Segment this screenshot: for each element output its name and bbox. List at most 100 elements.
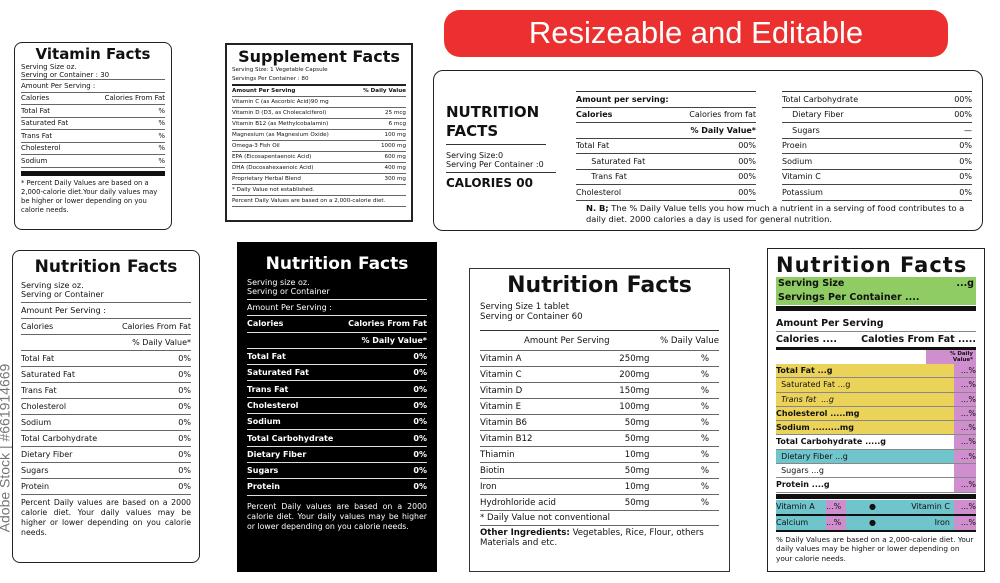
table-row: Cholesterol% (21, 143, 165, 155)
nutrient: Vitamin A (480, 353, 522, 364)
daily-value: % (700, 497, 709, 508)
table-row: Sugars ...g (776, 464, 976, 479)
daily-value: % (700, 481, 709, 492)
table-row: Saturated Fat 00% (576, 154, 756, 170)
table-row: EPA (Eicosapentaenoic Acid) 600 mg (232, 152, 406, 163)
table-row: Dietary Fiber 0% (247, 447, 427, 463)
table-row: Trans fat ...g...% (776, 392, 976, 407)
label-title: NUTRITION FACTS (446, 103, 546, 145)
row-label: Sodium (782, 156, 813, 166)
amount-row: Amount Per Serving (776, 316, 976, 332)
row-label: Saturated Fat (21, 119, 69, 128)
vitamin-name: Iron (934, 518, 950, 528)
row-value: ...% (954, 435, 976, 449)
daily-value: % (700, 385, 709, 396)
row-label: Amount per serving: (576, 94, 669, 104)
table-row: Vitamin D 150mg% (480, 383, 719, 399)
row-label: Total Carbohydrate (21, 434, 98, 443)
row-label: Potassium (782, 187, 823, 197)
table-row: Amount per serving: (576, 92, 756, 108)
row-value: 1000 mg (380, 143, 406, 149)
divider (776, 306, 976, 311)
amount: 10mg (624, 449, 650, 460)
row-value: 0% (178, 434, 191, 443)
row-value: % Daily Value* (132, 338, 191, 347)
amount: 50mg (624, 465, 650, 476)
amount-label: Amount Per Serving : (247, 303, 332, 313)
vitamin-row: Calcium...% ● Iron...% (776, 515, 976, 532)
vitamin-name: Vitamin A (776, 502, 815, 512)
row-label: Omega-3 Fish Oil (232, 143, 280, 149)
row-label: Cholesterol (247, 400, 299, 410)
table-row: Sugars — (782, 123, 972, 139)
calories: Calories .... (776, 334, 837, 345)
table-row: Total Carbohydrate 0% (247, 430, 427, 447)
table-row: Total Fat 0% (21, 351, 191, 367)
row-label: Cholesterol (21, 402, 67, 411)
table-row: Trans Fat 00% (576, 170, 756, 185)
tablet-nutrition-label: Nutrition Facts Serving Size 1 tablet Se… (469, 268, 730, 572)
row-label: Total Fat (21, 354, 55, 363)
note-text: The % Daily Value tells you how much a n… (586, 203, 965, 224)
row-label: Vitamin C (as Ascorbic Acid)90 mg (232, 99, 329, 105)
row-label: Vitamin B12 (as Methylcobalamin) (232, 121, 329, 127)
other-label: Other Ingredients: (480, 528, 570, 538)
table-row: Cholesterol 0% (247, 398, 427, 415)
label-title: Nutrition Facts (507, 273, 692, 298)
table-row: Vitamin D (D3, as Cholecalciferol) 25 mcg (232, 108, 406, 119)
table-header: Amount Per Serving % Daily Value (480, 331, 719, 351)
row-label: Trans Fat (247, 384, 289, 394)
row-label: Total Carbohydrate .....g (776, 435, 954, 449)
nutrient: Vitamin B6 (480, 417, 528, 428)
row-value: 0% (959, 172, 972, 182)
wide-nutrition-label: NUTRITION FACTS Serving Size:0 Serving P… (433, 70, 983, 231)
note-label: N. B; (586, 203, 609, 213)
table-row: Saturated Fat 0% (21, 367, 191, 383)
table-row: Vitamin E 100mg% (480, 399, 719, 415)
row-label: Dietary Fiber (782, 110, 844, 120)
amount-label: Amount Per Serving : (21, 306, 106, 315)
row-label: Vitamin D (D3, as Cholecalciferol) (232, 110, 327, 116)
row-value: 0% (413, 433, 427, 443)
table-row: Trans Fat 0% (21, 383, 191, 399)
table-row: Trans Fat% (21, 130, 165, 143)
table-row: % Daily Value* (21, 335, 191, 351)
row-value: 0% (178, 466, 191, 475)
row-label: Total Fat ...g (776, 364, 954, 378)
table-row: Total Fat% (21, 105, 165, 118)
table-row: Dietary Fiber 00% (782, 108, 972, 123)
table-row: Iron 10mg% (480, 479, 719, 495)
header-dv: % Daily Value (660, 335, 719, 346)
amount-row: Amount Per Serving : (21, 80, 165, 93)
label-title: Nutrition Facts (34, 257, 178, 277)
daily-value: % (700, 353, 709, 364)
amount-label: Amount Per Serving (776, 318, 884, 329)
daily-value: % (700, 417, 709, 428)
row-value: ...% (954, 364, 976, 378)
table-row: DHA (Docosahexaenoic Acid) 400 mg (232, 163, 406, 174)
row-value: 0% (178, 482, 191, 491)
row-value: Calories From Fat (348, 319, 427, 329)
table-row: Sodium% (21, 155, 165, 168)
amount: 10mg (624, 481, 650, 492)
row-label: Dietary Fiber (247, 449, 307, 459)
header-amount: Amount Per Serving (524, 335, 610, 346)
table-row: Omega-3 Fish Oil 1000 mg (232, 141, 406, 152)
table-row: Vitamin A 250mg% (480, 351, 719, 367)
nutrient: Thiamin (480, 449, 515, 460)
row-label: Trans Fat (21, 386, 57, 395)
row-label: Vitamin C (782, 172, 821, 182)
row-label: Dietary Fiber ...g (776, 449, 954, 464)
row-label: Proein (782, 141, 807, 151)
row-value: % (158, 106, 165, 115)
row-value: 00% (954, 110, 972, 120)
table-row: Sodium 0% (782, 154, 972, 170)
row-label: Protein (21, 482, 50, 491)
nutrient: Vitamin B12 (480, 433, 533, 444)
row-label: Sodium (247, 417, 281, 427)
row-label: Sodium (21, 418, 52, 427)
row-value: 25 mcg (385, 110, 406, 116)
table-row: Calories Calories From Fat (21, 93, 165, 105)
row-value: 0% (413, 482, 427, 492)
servings: Servings Per Container : 80 (232, 75, 406, 86)
